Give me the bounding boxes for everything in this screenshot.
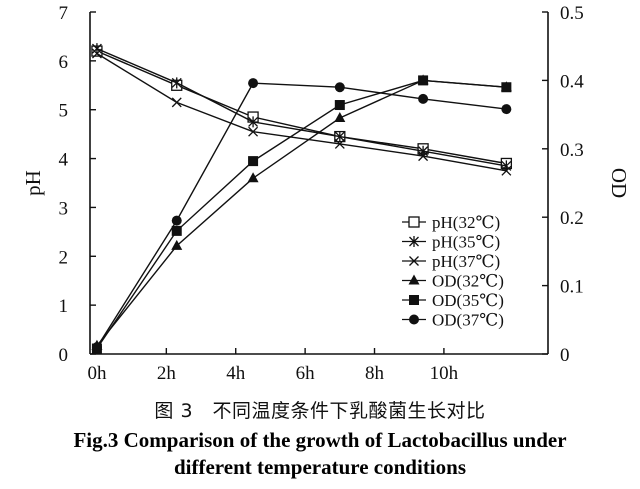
caption-chinese: 图 3 不同温度条件下乳酸菌生长对比 xyxy=(154,400,486,422)
data-point xyxy=(418,151,429,162)
legend-marker xyxy=(409,236,419,247)
left-tick-label: 5 xyxy=(59,101,69,122)
x-tick-label: 0h xyxy=(87,363,107,384)
data-point xyxy=(501,104,512,115)
left-tick-label: 6 xyxy=(59,52,69,73)
legend-label: OD(35℃) xyxy=(432,291,504,310)
data-point xyxy=(248,78,259,89)
right-axis-title: OD xyxy=(607,168,631,198)
x-tick-label: 10h xyxy=(430,363,459,384)
legend-marker xyxy=(408,216,420,228)
series-line xyxy=(96,79,507,349)
x-tick-label: 4h xyxy=(226,363,246,384)
left-tick-label: 7 xyxy=(59,3,69,24)
left-tick-label: 2 xyxy=(59,247,69,268)
data-point xyxy=(501,160,512,172)
right-tick-label: 0.2 xyxy=(560,208,584,229)
left-tick-label: 1 xyxy=(59,296,69,317)
data-point xyxy=(171,239,183,250)
caption-english-line-1: Fig.3 Comparison of the growth of Lactob… xyxy=(73,428,567,452)
legend-marker xyxy=(409,295,419,305)
series-1 xyxy=(91,43,512,172)
chart: 0 1 2 3 4 5 6 7 0 0.1 0.2 0.3 0.4 0.5 0h 2h 4h 6h 8h 10h pH O… xyxy=(21,3,631,384)
data-point xyxy=(334,100,345,111)
legend-entry: OD(32℃) xyxy=(402,272,504,291)
legend-label: OD(32℃) xyxy=(432,272,504,291)
left-tick-label: 0 xyxy=(59,345,69,366)
legend-entry: pH(35℃) xyxy=(402,233,500,252)
x-tick-label: 2h xyxy=(157,363,177,384)
data-point xyxy=(248,126,259,137)
data-point xyxy=(247,172,259,183)
data-point xyxy=(334,131,345,143)
legend-label: pH(37℃) xyxy=(432,252,500,271)
legend-label: pH(35℃) xyxy=(432,233,500,252)
series-2 xyxy=(91,48,512,176)
data-point xyxy=(418,75,429,86)
caption-english-line-2: different temperature conditions xyxy=(173,455,466,479)
left-tick-label: 4 xyxy=(59,150,69,171)
series-0 xyxy=(91,45,513,170)
data-point xyxy=(334,138,345,149)
right-tick-label: 0.4 xyxy=(560,71,584,92)
legend-entry: OD(37℃) xyxy=(402,311,504,330)
data-point xyxy=(171,225,182,236)
data-point xyxy=(171,77,182,89)
data-point xyxy=(334,82,345,93)
legend-marker xyxy=(409,314,419,325)
data-point xyxy=(418,145,429,157)
series-line xyxy=(96,47,507,167)
right-tick-label: 0 xyxy=(560,345,570,366)
data-point xyxy=(248,116,259,128)
series-5 xyxy=(91,78,512,353)
legend: pH(32℃)pH(35℃)pH(37℃)OD(32℃)OD(35℃)OD(37… xyxy=(402,213,504,330)
axes: 0 1 2 3 4 5 6 7 0 0.1 0.2 0.3 0.4 0.5 0h 2h 4h 6h 8h 10h pH O… xyxy=(21,3,631,384)
series-group xyxy=(91,43,513,354)
x-tick-label: 8h xyxy=(365,363,385,384)
legend-label: OD(37℃) xyxy=(432,311,504,330)
data-point xyxy=(171,97,182,108)
data-point xyxy=(501,82,512,93)
legend-entry: pH(37℃) xyxy=(402,252,500,271)
data-point xyxy=(248,156,259,167)
legend-entry: OD(35℃) xyxy=(402,291,504,310)
data-point xyxy=(91,342,102,353)
x-tick-label: 6h xyxy=(296,363,316,384)
right-tick-label: 0.1 xyxy=(560,277,584,298)
series-line xyxy=(96,52,507,172)
legend-marker xyxy=(409,256,419,266)
data-point xyxy=(91,43,102,55)
right-tick-label: 0.3 xyxy=(560,140,584,161)
right-tick-label: 0.5 xyxy=(560,3,584,24)
data-point xyxy=(334,112,346,123)
left-axis-title: pH xyxy=(21,170,45,196)
legend-marker xyxy=(408,274,420,285)
legend-entry: pH(32℃) xyxy=(402,213,500,232)
data-point xyxy=(501,165,512,176)
left-tick-label: 3 xyxy=(59,198,69,219)
data-point xyxy=(171,215,182,226)
data-point xyxy=(91,48,102,59)
series-line xyxy=(96,50,507,165)
legend-label: pH(32℃) xyxy=(432,213,500,232)
series-line xyxy=(96,82,507,348)
data-point xyxy=(418,93,429,104)
